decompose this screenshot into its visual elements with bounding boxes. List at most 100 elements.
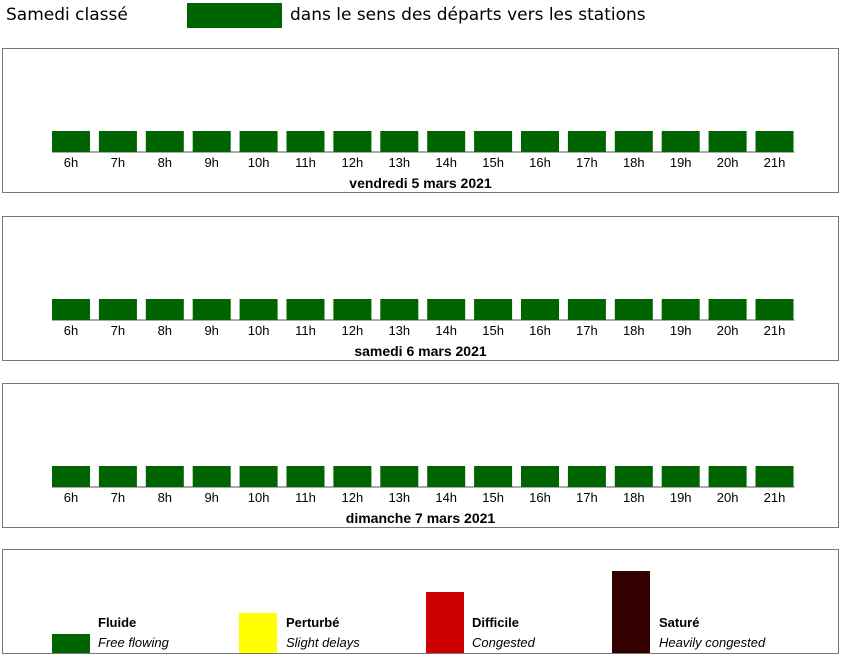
x-tick-label: 16h [529, 155, 551, 170]
hour-bar-11h [286, 299, 325, 320]
x-tick-label: 10h [248, 323, 270, 338]
x-tick-label: 13h [388, 155, 410, 170]
hour-bar-7h [98, 299, 137, 320]
x-tick-label: 8h [158, 323, 172, 338]
hour-bar-14h [427, 466, 466, 487]
x-tick-label: 6h [64, 490, 78, 505]
legend-name-sature: Saturé [659, 615, 700, 630]
legend-swatches [52, 571, 650, 653]
hour-bar-21h [755, 466, 794, 487]
hour-bar-18h [614, 131, 653, 152]
x-tick-label: 17h [576, 155, 598, 170]
x-tick-label: 13h [388, 323, 410, 338]
hour-bar-13h [380, 299, 419, 320]
hour-bar-20h [708, 466, 747, 487]
hour-bar-8h [145, 466, 184, 487]
x-tick-label: 14h [435, 323, 457, 338]
hour-bar-10h [239, 131, 278, 152]
legend-swatch-block [426, 613, 464, 634]
x-tick-label: 10h [248, 490, 270, 505]
legend-swatch-block [426, 592, 464, 613]
x-tick-label: 20h [717, 323, 739, 338]
day-chart-friday: 6h 7h 8h 9h 10h 11h 12h 13h 14h 15h 16h 17h 18h 19h 20… [52, 131, 795, 170]
day-title: vendredi 5 mars 2021 [349, 175, 492, 191]
x-tick-label: 11h [295, 490, 316, 505]
hour-bar-20h [708, 131, 747, 152]
x-tick-label: 15h [482, 490, 504, 505]
x-tick-label: 20h [717, 155, 739, 170]
hour-bar-15h [474, 299, 513, 320]
day-title: samedi 6 mars 2021 [354, 343, 487, 359]
hour-bar-10h [239, 299, 278, 320]
legend-name-fluide: Fluide [98, 615, 137, 630]
hour-bar-14h [427, 131, 466, 152]
x-tick-label: 19h [670, 490, 692, 505]
x-tick-label: 21h [764, 490, 786, 505]
legend-name-difficile: Difficile [472, 615, 519, 630]
legend-swatch-block [426, 634, 464, 653]
x-tick-label: 15h [482, 323, 504, 338]
hour-bar-13h [380, 466, 419, 487]
day-panel-sunday: 6h 7h 8h 9h 10h 11h 12h 13h 14h 15h 16h 17h 18h 19h 20… [2, 383, 839, 528]
x-tick-label: 14h [435, 490, 457, 505]
x-tick-label: 8h [158, 490, 172, 505]
x-tick-label: 12h [342, 323, 364, 338]
day-chart-saturday: 6h 7h 8h 9h 10h 11h 12h 13h 14h 15h 16h 17h 18h 19h 20… [52, 299, 795, 338]
x-tick-label: 11h [295, 323, 316, 338]
legend-desc-difficile: Congested [472, 635, 535, 650]
x-tick-label: 13h [388, 490, 410, 505]
x-tick-label: 20h [717, 490, 739, 505]
legend-swatch-block [612, 592, 650, 613]
hour-bar-15h [474, 466, 513, 487]
hour-bar-11h [286, 466, 325, 487]
x-tick-label: 16h [529, 490, 551, 505]
hour-bar-12h [333, 131, 372, 152]
hour-bar-17h [567, 466, 606, 487]
x-tick-label: 11h [295, 155, 316, 170]
day-chart-sunday: 6h 7h 8h 9h 10h 11h 12h 13h 14h 15h 16h 17h 18h 19h 20… [52, 466, 795, 505]
x-tick-label: 18h [623, 155, 645, 170]
x-tick-label: 21h [764, 155, 786, 170]
header-title: Samedi classé [6, 5, 128, 25]
x-tick-label: 7h [111, 490, 125, 505]
x-tick-label: 9h [204, 155, 218, 170]
hour-bar-12h [333, 466, 372, 487]
x-tick-label: 18h [623, 323, 645, 338]
hour-bar-9h [192, 466, 231, 487]
x-tick-label: 16h [529, 323, 551, 338]
hour-bar-21h [755, 131, 794, 152]
hour-bar-7h [98, 131, 137, 152]
hour-bar-16h [521, 299, 559, 320]
hour-bar-6h [52, 131, 90, 152]
day-title: dimanche 7 mars 2021 [345, 510, 496, 526]
hour-bar-9h [192, 299, 231, 320]
hour-bar-11h [286, 131, 325, 152]
x-tick-label: 12h [342, 155, 364, 170]
hour-bar-19h [661, 131, 700, 152]
x-tick-label: 7h [111, 323, 125, 338]
x-tick-label: 18h [623, 490, 645, 505]
legend-swatch-block [612, 613, 650, 634]
x-tick-label: 7h [111, 155, 125, 170]
x-tick-label: 14h [435, 155, 457, 170]
hour-bar-15h [474, 131, 513, 152]
hour-bar-20h [708, 299, 747, 320]
hour-bar-19h [661, 299, 700, 320]
legend-desc-fluide: Free flowing [98, 635, 169, 650]
legend-desc-perturbe: Slight delays [286, 635, 360, 650]
hour-bar-6h [52, 466, 90, 487]
hour-bar-18h [614, 466, 653, 487]
legend-desc-sature: Heavily congested [659, 635, 766, 650]
x-tick-label: 17h [576, 323, 598, 338]
x-tick-label: 12h [342, 490, 364, 505]
x-tick-label: 17h [576, 490, 598, 505]
hour-bar-8h [145, 299, 184, 320]
legend-name-perturbe: Perturbé [286, 615, 340, 630]
day-panel-saturday: 6h 7h 8h 9h 10h 11h 12h 13h 14h 15h 16h 17h 18h 19h 20… [2, 216, 839, 361]
x-tick-label: 19h [670, 155, 692, 170]
legend-panel: Fluide Free flowing Perturbé Slight dela… [2, 549, 839, 654]
hour-bar-17h [567, 299, 606, 320]
x-tick-label: 10h [248, 155, 270, 170]
legend-swatch-block [239, 613, 277, 634]
hour-bar-8h [145, 131, 184, 152]
